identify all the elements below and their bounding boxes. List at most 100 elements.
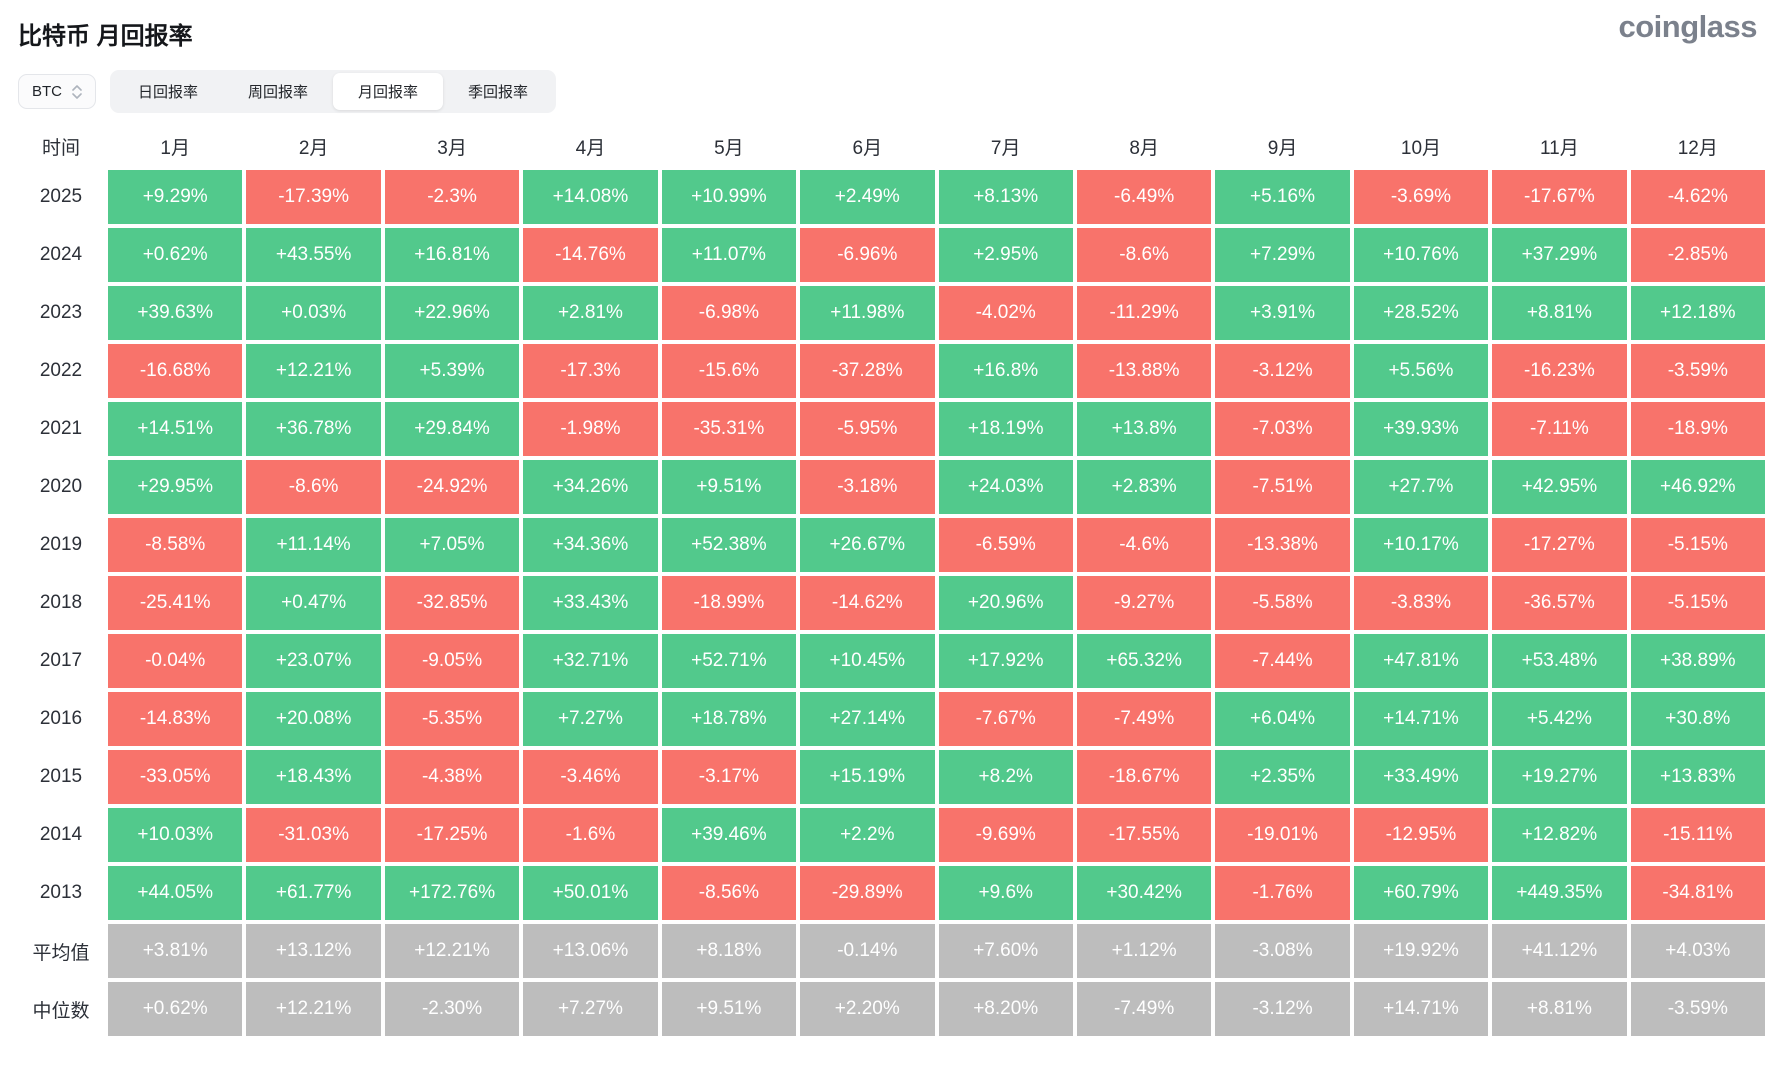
return-cell: +12.21% bbox=[246, 982, 381, 1036]
return-cell: +7.27% bbox=[523, 692, 658, 746]
return-cell: +3.81% bbox=[108, 924, 243, 978]
return-cell: -7.51% bbox=[1215, 460, 1350, 514]
return-cell: +8.13% bbox=[938, 170, 1073, 224]
month-header-9: 9月 bbox=[1267, 137, 1298, 159]
tab-周回报率[interactable]: 周回报率 bbox=[223, 73, 333, 110]
return-cell: -12.95% bbox=[1353, 808, 1489, 862]
return-cell: -13.38% bbox=[1215, 518, 1350, 572]
return-cell: +14.71% bbox=[1353, 692, 1489, 746]
return-cell: +2.49% bbox=[800, 170, 935, 224]
return-cell: +23.07% bbox=[246, 634, 381, 688]
return-cell: +20.96% bbox=[938, 576, 1073, 630]
return-cell: -3.12% bbox=[1215, 344, 1350, 398]
return-cell: +9.29% bbox=[108, 170, 243, 224]
return-cell: -14.76% bbox=[523, 228, 658, 282]
row-label-2016: 2016 bbox=[39, 708, 83, 729]
return-cell: +13.06% bbox=[523, 924, 658, 978]
month-header-11: 11月 bbox=[1540, 137, 1579, 159]
return-cell: -6.98% bbox=[661, 286, 797, 340]
return-cell: +11.98% bbox=[800, 286, 935, 340]
return-cell: +27.14% bbox=[800, 692, 935, 746]
return-cell: +19.92% bbox=[1353, 924, 1489, 978]
return-cell: -4.38% bbox=[384, 750, 520, 804]
return-cell: +13.8% bbox=[1076, 402, 1212, 456]
return-cell: +29.95% bbox=[108, 460, 243, 514]
return-cell: -3.08% bbox=[1215, 924, 1350, 978]
return-cell: -13.88% bbox=[1076, 344, 1212, 398]
coin-selector[interactable]: BTC bbox=[18, 74, 96, 109]
return-cell: -4.02% bbox=[938, 286, 1073, 340]
return-cell: +13.83% bbox=[1630, 750, 1765, 804]
row-label-2020: 2020 bbox=[39, 476, 83, 497]
return-cell: -18.9% bbox=[1630, 402, 1765, 456]
return-cell: +449.35% bbox=[1492, 866, 1627, 920]
return-cell: +7.27% bbox=[523, 982, 658, 1036]
month-header-3: 3月 bbox=[437, 137, 467, 159]
return-cell: +50.01% bbox=[523, 866, 658, 920]
month-header-6: 6月 bbox=[852, 137, 883, 159]
return-cell: +30.42% bbox=[1076, 866, 1212, 920]
return-cell: +9.51% bbox=[661, 982, 797, 1036]
month-header-8: 8月 bbox=[1129, 137, 1159, 159]
return-cell: -11.29% bbox=[1076, 286, 1212, 340]
sort-arrows-icon bbox=[72, 84, 82, 99]
tab-月回报率[interactable]: 月回报率 bbox=[333, 73, 444, 110]
return-cell: -3.59% bbox=[1630, 344, 1765, 398]
return-cell: -15.11% bbox=[1630, 808, 1765, 862]
return-cell: -2.3% bbox=[384, 170, 520, 224]
return-cell: -5.35% bbox=[384, 692, 520, 746]
return-cell: +3.91% bbox=[1215, 286, 1350, 340]
return-cell: -33.05% bbox=[108, 750, 243, 804]
coinglass-logo: coinglass bbox=[1618, 9, 1758, 44]
return-cell: -24.92% bbox=[384, 460, 520, 514]
return-cell: -17.25% bbox=[384, 808, 520, 862]
return-cell: +34.26% bbox=[523, 460, 658, 514]
return-cell: +10.17% bbox=[1353, 518, 1489, 572]
return-cell: +18.78% bbox=[661, 692, 797, 746]
return-cell: -7.67% bbox=[938, 692, 1073, 746]
return-cell: -2.30% bbox=[384, 982, 520, 1036]
return-cell: -5.95% bbox=[800, 402, 935, 456]
return-cell: +27.7% bbox=[1353, 460, 1489, 514]
return-cell: +12.21% bbox=[246, 344, 381, 398]
return-cell: -16.68% bbox=[108, 344, 243, 398]
month-header-4: 4月 bbox=[575, 137, 606, 159]
return-cell: -5.15% bbox=[1630, 518, 1765, 572]
return-cell: +13.12% bbox=[246, 924, 381, 978]
return-cell: +12.21% bbox=[384, 924, 520, 978]
return-cell: -3.59% bbox=[1630, 982, 1765, 1036]
return-cell: -37.28% bbox=[800, 344, 935, 398]
return-cell: +8.18% bbox=[661, 924, 797, 978]
return-cell: -36.57% bbox=[1492, 576, 1627, 630]
return-cell: +22.96% bbox=[384, 286, 520, 340]
row-label-2021: 2021 bbox=[39, 418, 83, 439]
return-cell: +14.51% bbox=[108, 402, 243, 456]
return-cell: +15.19% bbox=[800, 750, 935, 804]
return-cell: +5.16% bbox=[1215, 170, 1350, 224]
return-cell: +2.95% bbox=[938, 228, 1073, 282]
return-cell: -19.01% bbox=[1215, 808, 1350, 862]
return-cell: +5.39% bbox=[384, 344, 520, 398]
coin-selector-value: BTC bbox=[32, 83, 62, 100]
page-title: 比特币 月回报率 bbox=[18, 23, 193, 50]
return-cell: -16.23% bbox=[1492, 344, 1627, 398]
row-label-2017: 2017 bbox=[39, 650, 83, 671]
return-cell: +172.76% bbox=[384, 866, 520, 920]
return-cell: -4.6% bbox=[1076, 518, 1212, 572]
return-cell: +39.63% bbox=[108, 286, 243, 340]
return-cell: +7.29% bbox=[1215, 228, 1350, 282]
return-cell: -7.03% bbox=[1215, 402, 1350, 456]
return-cell: -1.6% bbox=[523, 808, 658, 862]
return-cell: +52.38% bbox=[661, 518, 797, 572]
return-cell: +1.12% bbox=[1076, 924, 1212, 978]
return-cell: +8.81% bbox=[1492, 982, 1627, 1036]
tab-日回报率[interactable]: 日回报率 bbox=[113, 73, 223, 110]
month-header-12: 12月 bbox=[1677, 137, 1718, 159]
return-cell: -18.67% bbox=[1076, 750, 1212, 804]
return-cell: +16.81% bbox=[384, 228, 520, 282]
month-header-5: 5月 bbox=[714, 137, 744, 159]
return-cell: -6.59% bbox=[938, 518, 1073, 572]
return-cell: -32.85% bbox=[384, 576, 520, 630]
tab-季回报率[interactable]: 季回报率 bbox=[443, 73, 553, 110]
month-header-7: 7月 bbox=[990, 137, 1021, 159]
